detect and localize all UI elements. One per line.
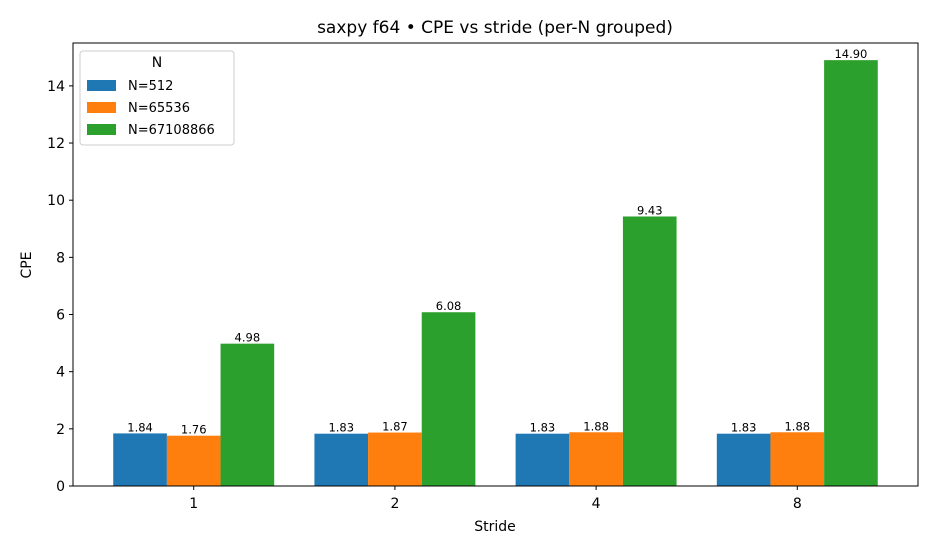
y-tick-label: 6 (56, 308, 65, 324)
y-tick-label: 14 (47, 79, 65, 95)
bar-n-65536-stride-8 (770, 432, 825, 486)
data-label: 1.88 (784, 419, 810, 433)
data-label: 6.08 (436, 299, 462, 313)
y-tick-label: 10 (47, 193, 65, 209)
data-label: 1.83 (328, 421, 354, 435)
legend-swatch (87, 102, 116, 113)
legend-entry: N=512 (128, 79, 173, 94)
data-label: 1.84 (127, 420, 153, 434)
y-tick-label: 8 (56, 250, 65, 266)
chart-title: saxpy f64 • CPE vs stride (per-N grouped… (317, 18, 673, 38)
bar-n-512-stride-8 (716, 433, 771, 486)
legend-entry: N=65536 (128, 101, 190, 116)
bar-n-512-stride-1 (113, 433, 167, 486)
bar-n-67108866-stride-8 (824, 60, 878, 487)
legend-entry: N=67108866 (128, 123, 215, 138)
y-tick-label: 4 (56, 365, 65, 381)
x-tick-label: 2 (390, 496, 399, 512)
data-label: 1.83 (530, 421, 556, 435)
legend: N N=512 N=65536 N=67108866 (79, 50, 235, 146)
x-tick-label: 1 (189, 496, 198, 512)
data-label: 1.83 (731, 421, 757, 435)
x-tick-label: 8 (793, 496, 802, 512)
legend-box (79, 50, 235, 146)
y-tick-label: 0 (56, 479, 65, 495)
bar-n-65536-stride-4 (569, 432, 623, 486)
bar-n-67108866-stride-4 (622, 216, 677, 487)
data-label: 1.88 (583, 419, 609, 433)
bar-n-65536-stride-1 (166, 435, 221, 486)
y-tick-label: 2 (56, 422, 65, 438)
x-tick-label: 4 (592, 496, 601, 512)
data-label: 4.98 (235, 331, 261, 345)
bar-n-65536-stride-2 (368, 432, 422, 486)
bars-group (113, 60, 878, 487)
legend-swatch (87, 80, 116, 91)
bar-n-67108866-stride-1 (220, 343, 275, 486)
y-axis-label: CPE (19, 251, 35, 278)
data-label: 9.43 (637, 203, 663, 217)
bar-n-512-stride-2 (314, 433, 369, 486)
data-label: 1.76 (181, 423, 207, 437)
data-labels-group: 1.84 1.83 1.83 1.83 1.76 1.87 1.88 1.88 4.98 6.08… (127, 47, 867, 437)
legend-swatch (87, 124, 116, 135)
bar-n-67108866-stride-2 (421, 312, 476, 486)
data-label: 14.90 (834, 47, 867, 61)
data-label: 1.87 (382, 420, 408, 434)
x-axis-label: Stride (474, 519, 516, 535)
bar-n-512-stride-4 (515, 433, 570, 486)
y-tick-label: 12 (47, 136, 65, 152)
plot-frame (72, 42, 919, 487)
legend-title: N (152, 55, 162, 71)
